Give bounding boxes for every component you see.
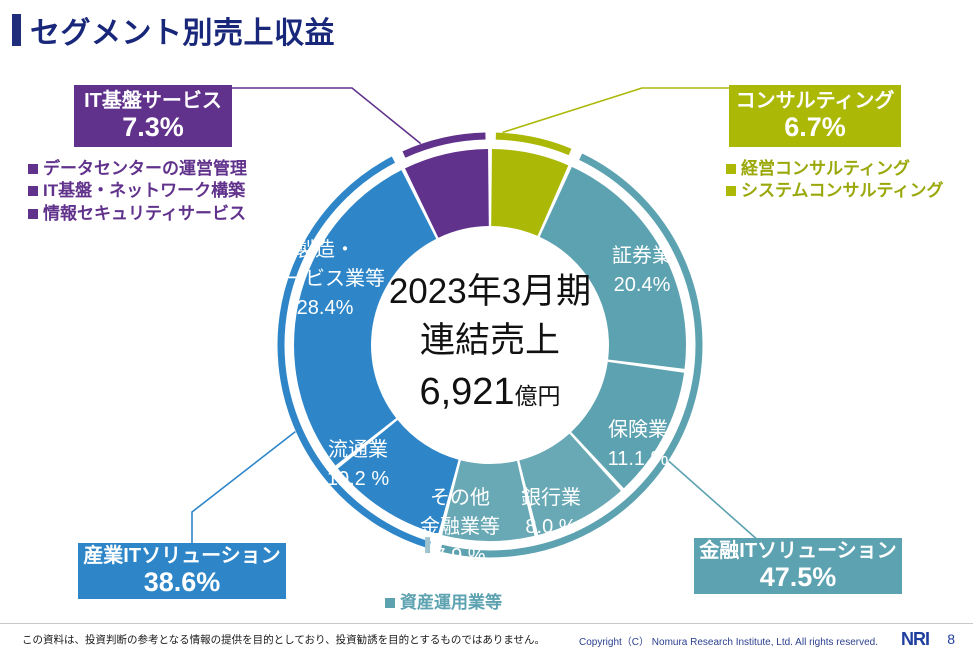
- segment-label-seizo-l2: サービス業等: [265, 267, 385, 290]
- segment-label-ginko-pct: 8.0 %: [525, 516, 576, 538]
- center-metric-label: 連結売上: [420, 321, 560, 360]
- donut-slice[interactable]: [519, 433, 621, 535]
- segment-label-ryutsu: 流通業 10.2 %: [327, 438, 389, 490]
- segment-label-shoken-name: 証券業: [612, 244, 672, 267]
- footer-divider: [0, 623, 973, 624]
- segment-label-ginko: 銀行業 8.0 %: [521, 486, 581, 538]
- segment-label-ryutsu-pct: 10.2 %: [327, 468, 389, 490]
- bullet-list-asset-management: 資産運用業等: [385, 592, 502, 614]
- bullet-square-icon: [726, 186, 736, 197]
- bullet-square-icon: [385, 598, 395, 608]
- segment-label-shoken-pct: 20.4%: [614, 274, 671, 296]
- list-item-label: IT基盤・ネットワーク構築: [43, 181, 246, 201]
- segment-label-hoken-name: 保険業: [608, 418, 668, 441]
- list-item-label: データセンターの運営管理: [43, 159, 247, 178]
- footer-disclaimer: この資料は、投資判断の参考となる情報の提供を目的としており、投資勧誘を目的とする…: [22, 634, 546, 646]
- center-amount-unit: 億円: [515, 383, 561, 409]
- bullet-list-consulting: 経営コンサルティング システムコンサルティング: [726, 158, 943, 203]
- callout-it-infra-pct: 7.3%: [122, 111, 184, 142]
- segment-label-shoken: 証券業 20.4%: [612, 244, 672, 296]
- bullet-list-it-infra: データセンターの運営管理 IT基盤・ネットワーク構築 情報セキュリティサービス: [28, 158, 247, 225]
- title-accent-bar: [12, 14, 21, 46]
- page-title: セグメント別売上収益: [0, 8, 335, 52]
- bullet-square-icon: [726, 164, 736, 174]
- donut-slice[interactable]: [571, 361, 685, 489]
- callout-financial-it[interactable]: 金融ITソリューション 47.5%: [694, 538, 902, 594]
- donut-slice[interactable]: [539, 166, 686, 369]
- donut-slice[interactable]: [337, 420, 459, 535]
- segment-label-ryutsu-name: 流通業: [328, 438, 388, 461]
- list-item-label: 情報セキュリティサービス: [43, 203, 246, 223]
- donut-segments: [294, 149, 686, 541]
- footer-copyright: Copyright（C） Nomura Research Institute, …: [578, 637, 878, 648]
- segment-label-sonota-pct: 7.9 %: [434, 545, 485, 567]
- donut-group-arc: [277, 156, 431, 549]
- bullet-square-icon: [28, 208, 38, 219]
- callout-industrial-it-name: 産業ITソリューション: [83, 544, 281, 567]
- donut-group-arc: [402, 132, 486, 158]
- list-item: データセンターの運営管理: [28, 158, 247, 180]
- list-item: IT基盤・ネットワーク構築: [28, 180, 247, 202]
- callout-financial-it-pct: 47.5%: [759, 561, 837, 592]
- list-item: 情報セキュリティサービス: [28, 203, 247, 225]
- page-number: 8: [947, 631, 955, 647]
- list-item: システムコンサルティング: [726, 180, 943, 202]
- donut-slice[interactable]: [294, 170, 437, 466]
- list-item: 経営コンサルティング: [726, 158, 943, 180]
- donut-group-arc: [495, 132, 572, 156]
- donut-slice[interactable]: [441, 460, 535, 541]
- segment-label-seizo-pct: 28.4%: [297, 297, 354, 319]
- page-title-text: セグメント別売上収益: [30, 17, 335, 50]
- callout-industrial-it-pct: 38.6%: [143, 566, 221, 597]
- list-item-label: システムコンサルティング: [741, 181, 944, 201]
- callout-connector: [502, 87, 729, 134]
- segment-label-sonota-l2: 金融業等: [420, 515, 500, 538]
- callout-industrial-it[interactable]: 産業ITソリューション 38.6%: [78, 543, 286, 599]
- center-amount-value: 6,921: [419, 371, 514, 413]
- segment-label-sonota-l1: その他: [430, 486, 490, 509]
- bullet-square-icon: [28, 164, 38, 174]
- callout-consulting-name: コンサルティング: [735, 89, 895, 112]
- callout-it-infra[interactable]: IT基盤サービス 7.3%: [74, 85, 232, 147]
- center-period-label: 2023年3月期: [389, 272, 591, 311]
- callout-consulting-pct: 6.7%: [784, 111, 846, 142]
- callout-consulting[interactable]: コンサルティング 6.7%: [729, 85, 901, 147]
- list-item-label: 資産運用業等: [400, 593, 502, 612]
- segment-label-sonota: その他 金融業等 7.9 %: [420, 486, 500, 567]
- segment-label-hoken: 保険業 11.1 %: [608, 418, 669, 470]
- list-item-label: 経営コンサルティング: [741, 159, 910, 178]
- donut-slice[interactable]: [491, 149, 569, 236]
- segment-label-ginko-name: 銀行業: [521, 486, 581, 509]
- donut-outer-arcs: [277, 132, 703, 558]
- donut-group-arc: [440, 153, 703, 558]
- segment-label-hoken-pct: 11.1 %: [608, 448, 669, 470]
- bullet-square-icon: [28, 186, 38, 197]
- callout-connector: [191, 430, 296, 543]
- segment-label-seizo: 製造・ サービス業等 28.4%: [265, 238, 385, 319]
- center-amount: 6,921億円: [419, 371, 560, 413]
- segment-label-seizo-l1: 製造・: [295, 238, 355, 261]
- donut-slice[interactable]: [404, 149, 489, 238]
- nri-logo: NRI: [901, 629, 930, 649]
- callout-financial-it-name: 金融ITソリューション: [699, 539, 897, 562]
- callout-connector: [232, 87, 422, 145]
- callout-it-infra-name: IT基盤サービス: [84, 89, 222, 112]
- list-item: 資産運用業等: [385, 592, 502, 614]
